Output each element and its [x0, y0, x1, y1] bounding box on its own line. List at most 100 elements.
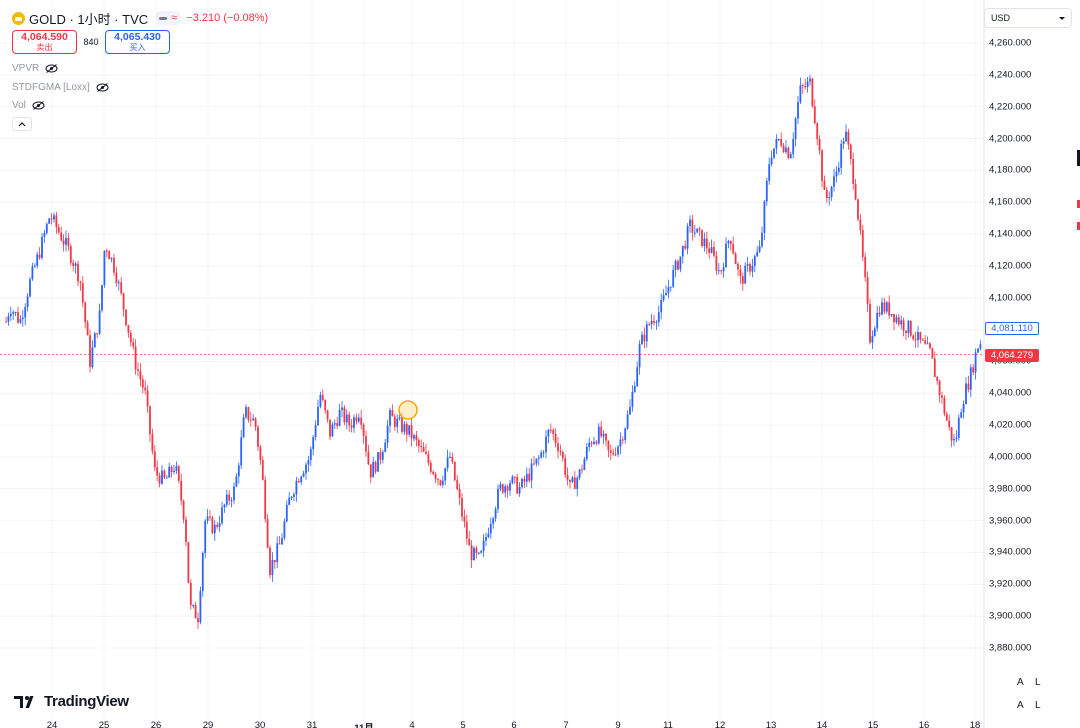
candle-up [657, 312, 660, 323]
indicator-label: Vol [12, 99, 26, 111]
candle-up [746, 264, 749, 266]
buy-price: 4,065.430 [114, 30, 161, 43]
candle-up [926, 343, 929, 345]
alert-marker[interactable] [1077, 222, 1080, 230]
candle-up [281, 537, 283, 545]
auto-scale-button-secondary[interactable]: A [1017, 700, 1024, 711]
indicator-label: STDFGMA [Loxx] [12, 81, 90, 93]
tradingview-wordmark: TradingView [44, 693, 129, 710]
candle-down [437, 479, 439, 481]
candle-down [813, 106, 816, 124]
candle-up [403, 423, 406, 432]
symbol-title[interactable]: GOLD · 1小时 · TVC [29, 11, 149, 27]
eye-hidden-icon[interactable] [45, 63, 58, 73]
candle-up [789, 154, 792, 159]
candle-up [168, 466, 171, 478]
candle-up [876, 312, 879, 329]
candles [5, 74, 982, 629]
candle-up [917, 332, 919, 341]
candle-up [900, 320, 903, 325]
price-axis-label: 3,920.000 [989, 578, 1032, 590]
candle-down [259, 446, 262, 461]
price-axis-label: 4,040.000 [989, 387, 1032, 399]
candle-up [237, 465, 240, 477]
candle-up [837, 167, 840, 172]
candle-down [362, 424, 365, 437]
candle-down [557, 443, 559, 452]
side-panel-handle[interactable] [1077, 150, 1080, 166]
candle-down [129, 333, 132, 343]
candle-up [199, 590, 202, 623]
candle-down [69, 246, 72, 263]
candle-up [725, 243, 727, 268]
auto-scale-button[interactable]: A [1017, 677, 1024, 688]
candle-down [348, 414, 351, 426]
candle-up [345, 414, 348, 423]
candle-up [93, 333, 96, 348]
candle-up [969, 367, 972, 390]
candle-up [881, 302, 883, 315]
candle-up [785, 147, 787, 152]
candle-down [590, 442, 593, 444]
log-scale-button-secondary[interactable]: L [1035, 700, 1041, 711]
candle-up [271, 559, 274, 575]
candle-down [883, 302, 886, 312]
candle-down [197, 618, 199, 623]
candle-up [242, 417, 245, 438]
sell-button[interactable]: 4,064.590 卖出 [12, 30, 77, 54]
candle-down [614, 454, 617, 456]
candle-down [89, 335, 91, 367]
event-marker[interactable] [398, 400, 418, 420]
candle-down [120, 282, 123, 294]
candle-up [871, 336, 874, 343]
indicator-vol[interactable]: Vol [12, 98, 45, 112]
eye-hidden-icon[interactable] [32, 100, 45, 110]
market-status-pill[interactable]: ≈ [156, 11, 181, 25]
candle-down [108, 251, 111, 260]
candle-down [866, 277, 869, 304]
candle-down [566, 474, 569, 480]
candle-up [617, 446, 619, 455]
indicator-vpvr[interactable]: VPVR [12, 61, 58, 75]
collapse-indicators-button[interactable] [12, 117, 32, 131]
time-axis-label: 25 [98, 720, 110, 728]
candle-up [770, 157, 773, 165]
candle-down [859, 219, 862, 231]
candle-down [156, 467, 159, 476]
candle-up [756, 251, 759, 257]
indicator-stdfgma[interactable]: STDFGMA [Loxx] [12, 80, 109, 94]
currency-value: USD [991, 13, 1011, 23]
alert-marker[interactable] [1077, 200, 1080, 208]
candle-up [545, 436, 547, 453]
candle-down [552, 429, 555, 434]
candle-down [581, 469, 583, 471]
log-scale-button[interactable]: L [1035, 677, 1041, 688]
tradingview-logo[interactable]: TradingView [14, 693, 129, 710]
candle-down [297, 480, 300, 483]
candle-down [854, 183, 857, 200]
candle-up [955, 437, 958, 440]
candle-down [134, 346, 137, 370]
price-axis-label: 4,220.000 [989, 101, 1032, 113]
candle-down [921, 339, 924, 341]
eye-hidden-icon[interactable] [96, 82, 109, 92]
candle-down [943, 397, 946, 414]
candle-up [213, 524, 216, 534]
candle-down [247, 407, 250, 420]
candle-down [732, 244, 735, 254]
candle-down [321, 394, 324, 400]
candle-up [473, 547, 475, 561]
candle-up [578, 469, 581, 478]
buy-button[interactable]: 4,065.430 买入 [105, 30, 170, 54]
candle-up [806, 81, 809, 88]
candle-down [139, 370, 142, 380]
candle-up [693, 232, 696, 234]
candle-down [936, 376, 939, 381]
time-axis-label: 24 [46, 720, 58, 728]
candle-down [643, 334, 646, 342]
time-axis-label: 29 [202, 720, 214, 728]
candle-up [667, 287, 670, 294]
currency-select[interactable]: USD [984, 8, 1072, 28]
candle-up [43, 232, 46, 237]
